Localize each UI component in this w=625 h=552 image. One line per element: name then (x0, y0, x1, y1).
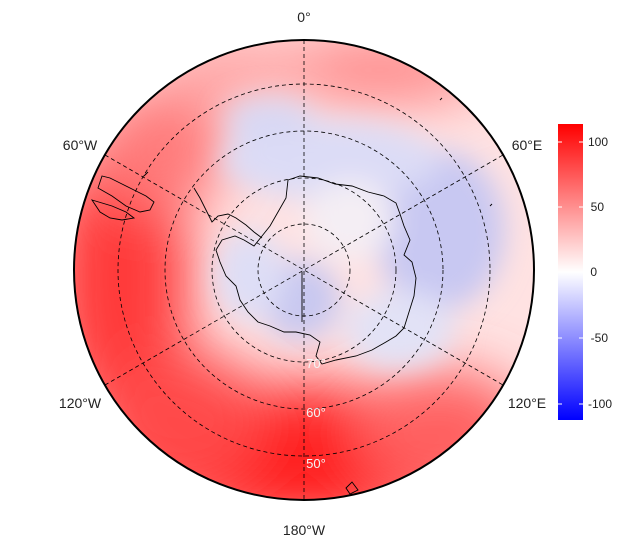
lat-label-60: 60° (306, 405, 326, 420)
colorbar-tick-minus-50: -50 (591, 331, 609, 345)
colorbar-tick-0: 0 (590, 265, 597, 279)
lon-label-upper-left: 60°W (63, 137, 98, 153)
lon-label-lower-left: 120°W (59, 395, 102, 411)
lon-label-bottom: 180°W (283, 522, 326, 538)
colorbar-tick-50: 50 (591, 200, 605, 214)
colorbar-tick-100: 100 (588, 135, 608, 149)
colorbar: 100 50 0 -50 -100 (558, 124, 612, 420)
colorbar-ramp (558, 124, 583, 420)
lon-label-upper-right: 60°E (512, 137, 543, 153)
lat-label-50: 50° (306, 456, 326, 471)
graticule (104, 40, 504, 500)
lon-label-top: 0° (297, 9, 310, 25)
lon-label-lower-right: 120°E (508, 395, 546, 411)
colorbar-tick-minus-100: -100 (588, 397, 612, 411)
map-border (73, 39, 535, 501)
coastlines (90, 97, 493, 495)
lat-label-70: 70° (306, 356, 326, 371)
